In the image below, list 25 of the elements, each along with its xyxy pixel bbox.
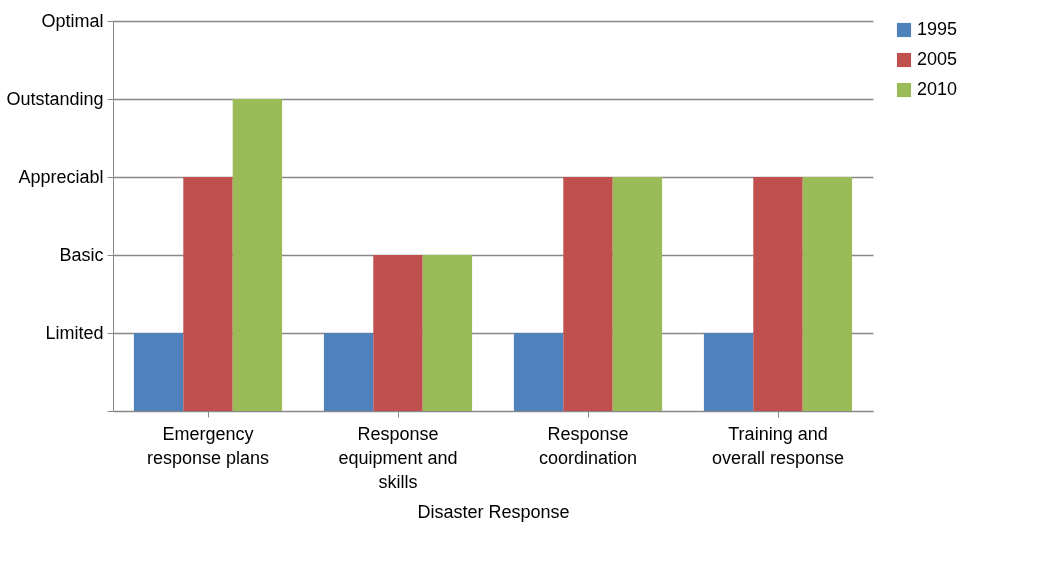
bar	[753, 177, 803, 411]
text: Basic	[59, 244, 104, 265]
legend-label: 2010	[917, 79, 958, 99]
text: Optimal	[41, 10, 104, 31]
text: Outstanding	[6, 88, 104, 109]
bar	[232, 99, 283, 411]
bar	[183, 177, 233, 411]
bar	[373, 255, 423, 411]
text: Appreciabl	[18, 166, 104, 187]
bar	[422, 255, 473, 411]
x-tick-label: Training and overall response	[711, 423, 845, 468]
bar	[612, 177, 663, 411]
bar	[323, 333, 374, 411]
x-tick-label: Response coordination	[538, 423, 638, 468]
text: Limited	[45, 322, 104, 343]
x-tick-label: Emergency response plans	[146, 423, 270, 468]
bar	[133, 333, 184, 411]
legend-label: 1995	[917, 19, 958, 39]
x-tick-label: Response equipment and skills	[338, 423, 458, 492]
bar	[513, 333, 564, 411]
bar	[563, 177, 613, 411]
bar	[802, 177, 853, 411]
legend-label: 2005	[917, 49, 958, 69]
x-axis-title: Disaster Response	[417, 501, 570, 522]
bar	[703, 333, 754, 411]
